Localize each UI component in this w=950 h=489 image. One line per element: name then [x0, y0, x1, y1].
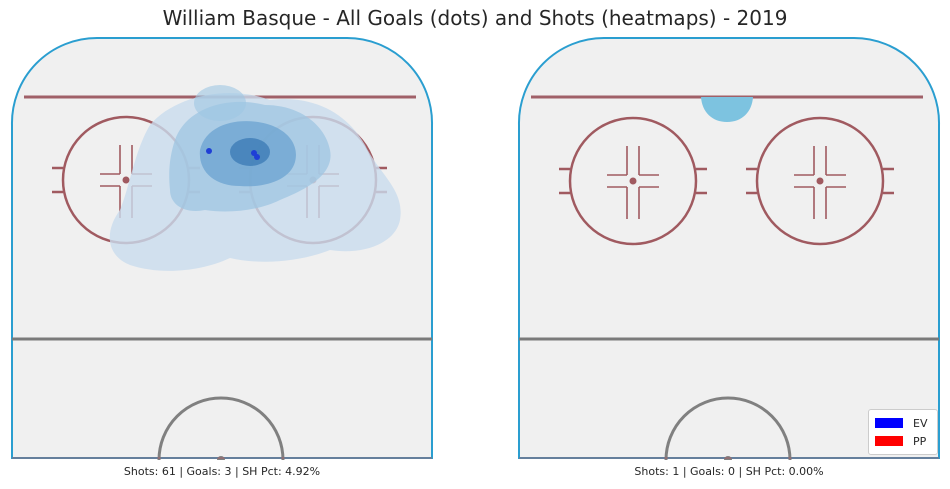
rink-left: [10, 37, 434, 461]
heatmap-blob-left: [194, 85, 246, 121]
stats-caption-right: Shots: 1 | Goals: 0 | SH Pct: 0.00%: [634, 465, 824, 478]
shot-heatmap-left: [109, 85, 401, 271]
goal-dot-1: [206, 148, 212, 154]
rink-boards-right: [517, 37, 941, 459]
legend-entry-pp: PP: [875, 434, 926, 448]
legend: EV PP: [868, 409, 938, 455]
rink-right: [517, 37, 941, 461]
goal-dots-left: [206, 148, 260, 160]
legend-label-ev: EV: [913, 416, 928, 430]
legend-swatch-ev: [875, 418, 903, 428]
stats-caption-left: Shots: 61 | Goals: 3 | SH Pct: 4.92%: [123, 465, 321, 478]
legend-label-pp: PP: [913, 434, 927, 448]
center-circle-left: [157, 396, 285, 461]
faceoff-circle-right-b: [746, 116, 894, 246]
goal-dot-3: [251, 150, 257, 156]
heatmap-level-4-left: [230, 138, 270, 166]
heatmap-level-1-right: [701, 97, 753, 122]
chart-title: William Basque - All Goals (dots) and Sh…: [162, 6, 788, 30]
legend-swatch-pp: [875, 436, 903, 446]
center-circle-right: [664, 396, 792, 461]
faceoff-circle-right-a: [559, 116, 707, 246]
shot-heatmap-right: [701, 97, 753, 122]
legend-entry-ev: EV: [875, 416, 927, 430]
